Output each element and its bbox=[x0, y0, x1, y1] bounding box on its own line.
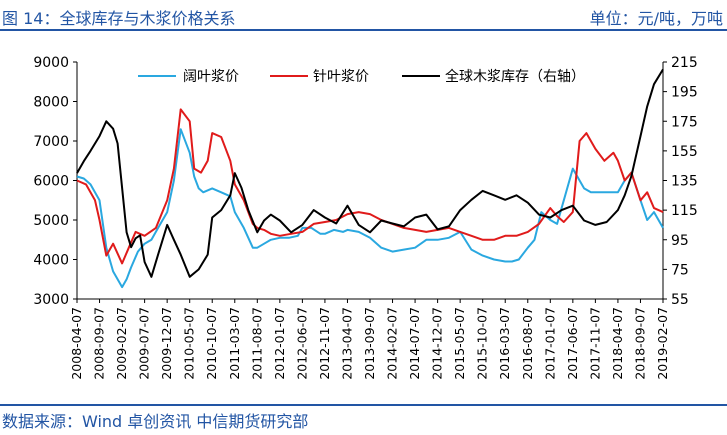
x-tick-label: 2019-02-07 bbox=[655, 307, 670, 380]
x-tick-label: 2017-06-07 bbox=[565, 307, 580, 380]
right-tick-label: 215 bbox=[671, 55, 698, 71]
series-line-inventory bbox=[76, 68, 664, 278]
right-tick-label: 135 bbox=[671, 174, 698, 190]
left-tick-label: 9000 bbox=[33, 55, 69, 71]
x-tick-label: 2011-08-07 bbox=[249, 307, 264, 380]
x-tick-label: 2013-09-07 bbox=[362, 307, 377, 380]
x-tick-label: 2011-03-07 bbox=[227, 307, 242, 380]
x-tick-label: 2010-05-07 bbox=[182, 307, 197, 380]
unit-label: 单位：元/吨，万吨 bbox=[589, 9, 723, 28]
right-tick-label: 75 bbox=[671, 262, 689, 278]
footer-rule bbox=[0, 404, 727, 406]
x-tick-label: 2012-11-07 bbox=[317, 307, 332, 380]
x-tick-label: 2018-04-07 bbox=[610, 307, 625, 380]
x-tick-label: 2013-04-07 bbox=[339, 307, 354, 380]
x-tick-label: 2015-10-07 bbox=[475, 307, 490, 380]
right-tick-label: 195 bbox=[671, 85, 698, 101]
left-tick-label: 4000 bbox=[33, 253, 69, 269]
x-tick-label: 2015-05-07 bbox=[452, 307, 467, 380]
right-tick-label: 95 bbox=[671, 233, 689, 249]
x-tick-label: 2016-03-07 bbox=[497, 307, 512, 380]
x-tick-label: 2010-10-07 bbox=[204, 307, 219, 380]
report-header: 图 14：全球库存与木浆价格关系 单位：元/吨，万吨 bbox=[0, 0, 727, 31]
series-line-softwood bbox=[76, 108, 664, 265]
right-tick-label: 155 bbox=[671, 144, 698, 160]
header-rule bbox=[0, 29, 727, 31]
left-tick-label: 3000 bbox=[33, 292, 69, 308]
left-tick-label: 6000 bbox=[33, 174, 69, 190]
source-note: 数据来源：Wind 卓创资讯 中信期货研究部 bbox=[2, 412, 309, 431]
x-tick-label: 2009-07-07 bbox=[137, 307, 152, 380]
series-line-hardwood bbox=[76, 128, 664, 289]
left-tick-label: 5000 bbox=[33, 213, 69, 229]
x-tick-label: 2018-09-07 bbox=[632, 307, 647, 380]
right-tick-label: 115 bbox=[671, 203, 698, 219]
x-tick-label: 2008-09-07 bbox=[92, 307, 107, 380]
x-tick-label: 2014-07-07 bbox=[407, 307, 422, 380]
legend-label-inventory: 全球木浆库存（右轴） bbox=[445, 68, 585, 85]
x-tick-label: 2016-08-07 bbox=[520, 307, 535, 380]
x-tick-label: 2014-02-07 bbox=[385, 307, 400, 380]
x-tick-label: 2012-06-07 bbox=[294, 307, 309, 380]
x-tick-label: 2009-12-07 bbox=[159, 307, 174, 380]
x-tick-label: 2017-01-07 bbox=[542, 307, 557, 380]
left-tick-label: 7000 bbox=[33, 134, 69, 150]
x-tick-label: 2017-11-07 bbox=[587, 307, 602, 380]
left-tick-label: 8000 bbox=[33, 95, 69, 111]
x-tick-label: 2009-02-07 bbox=[114, 307, 129, 380]
right-tick-label: 175 bbox=[671, 114, 698, 130]
right-tick-label: 55 bbox=[671, 292, 689, 308]
x-tick-label: 2008-04-07 bbox=[69, 307, 84, 380]
x-tick-label: 2012-01-07 bbox=[272, 307, 287, 380]
legend-label-hardwood: 阔叶浆价 bbox=[183, 69, 239, 85]
figure-title: 图 14：全球库存与木浆价格关系 bbox=[2, 9, 236, 28]
x-tick-label: 2014-12-07 bbox=[430, 307, 445, 380]
legend-label-softwood: 针叶浆价 bbox=[313, 69, 369, 85]
